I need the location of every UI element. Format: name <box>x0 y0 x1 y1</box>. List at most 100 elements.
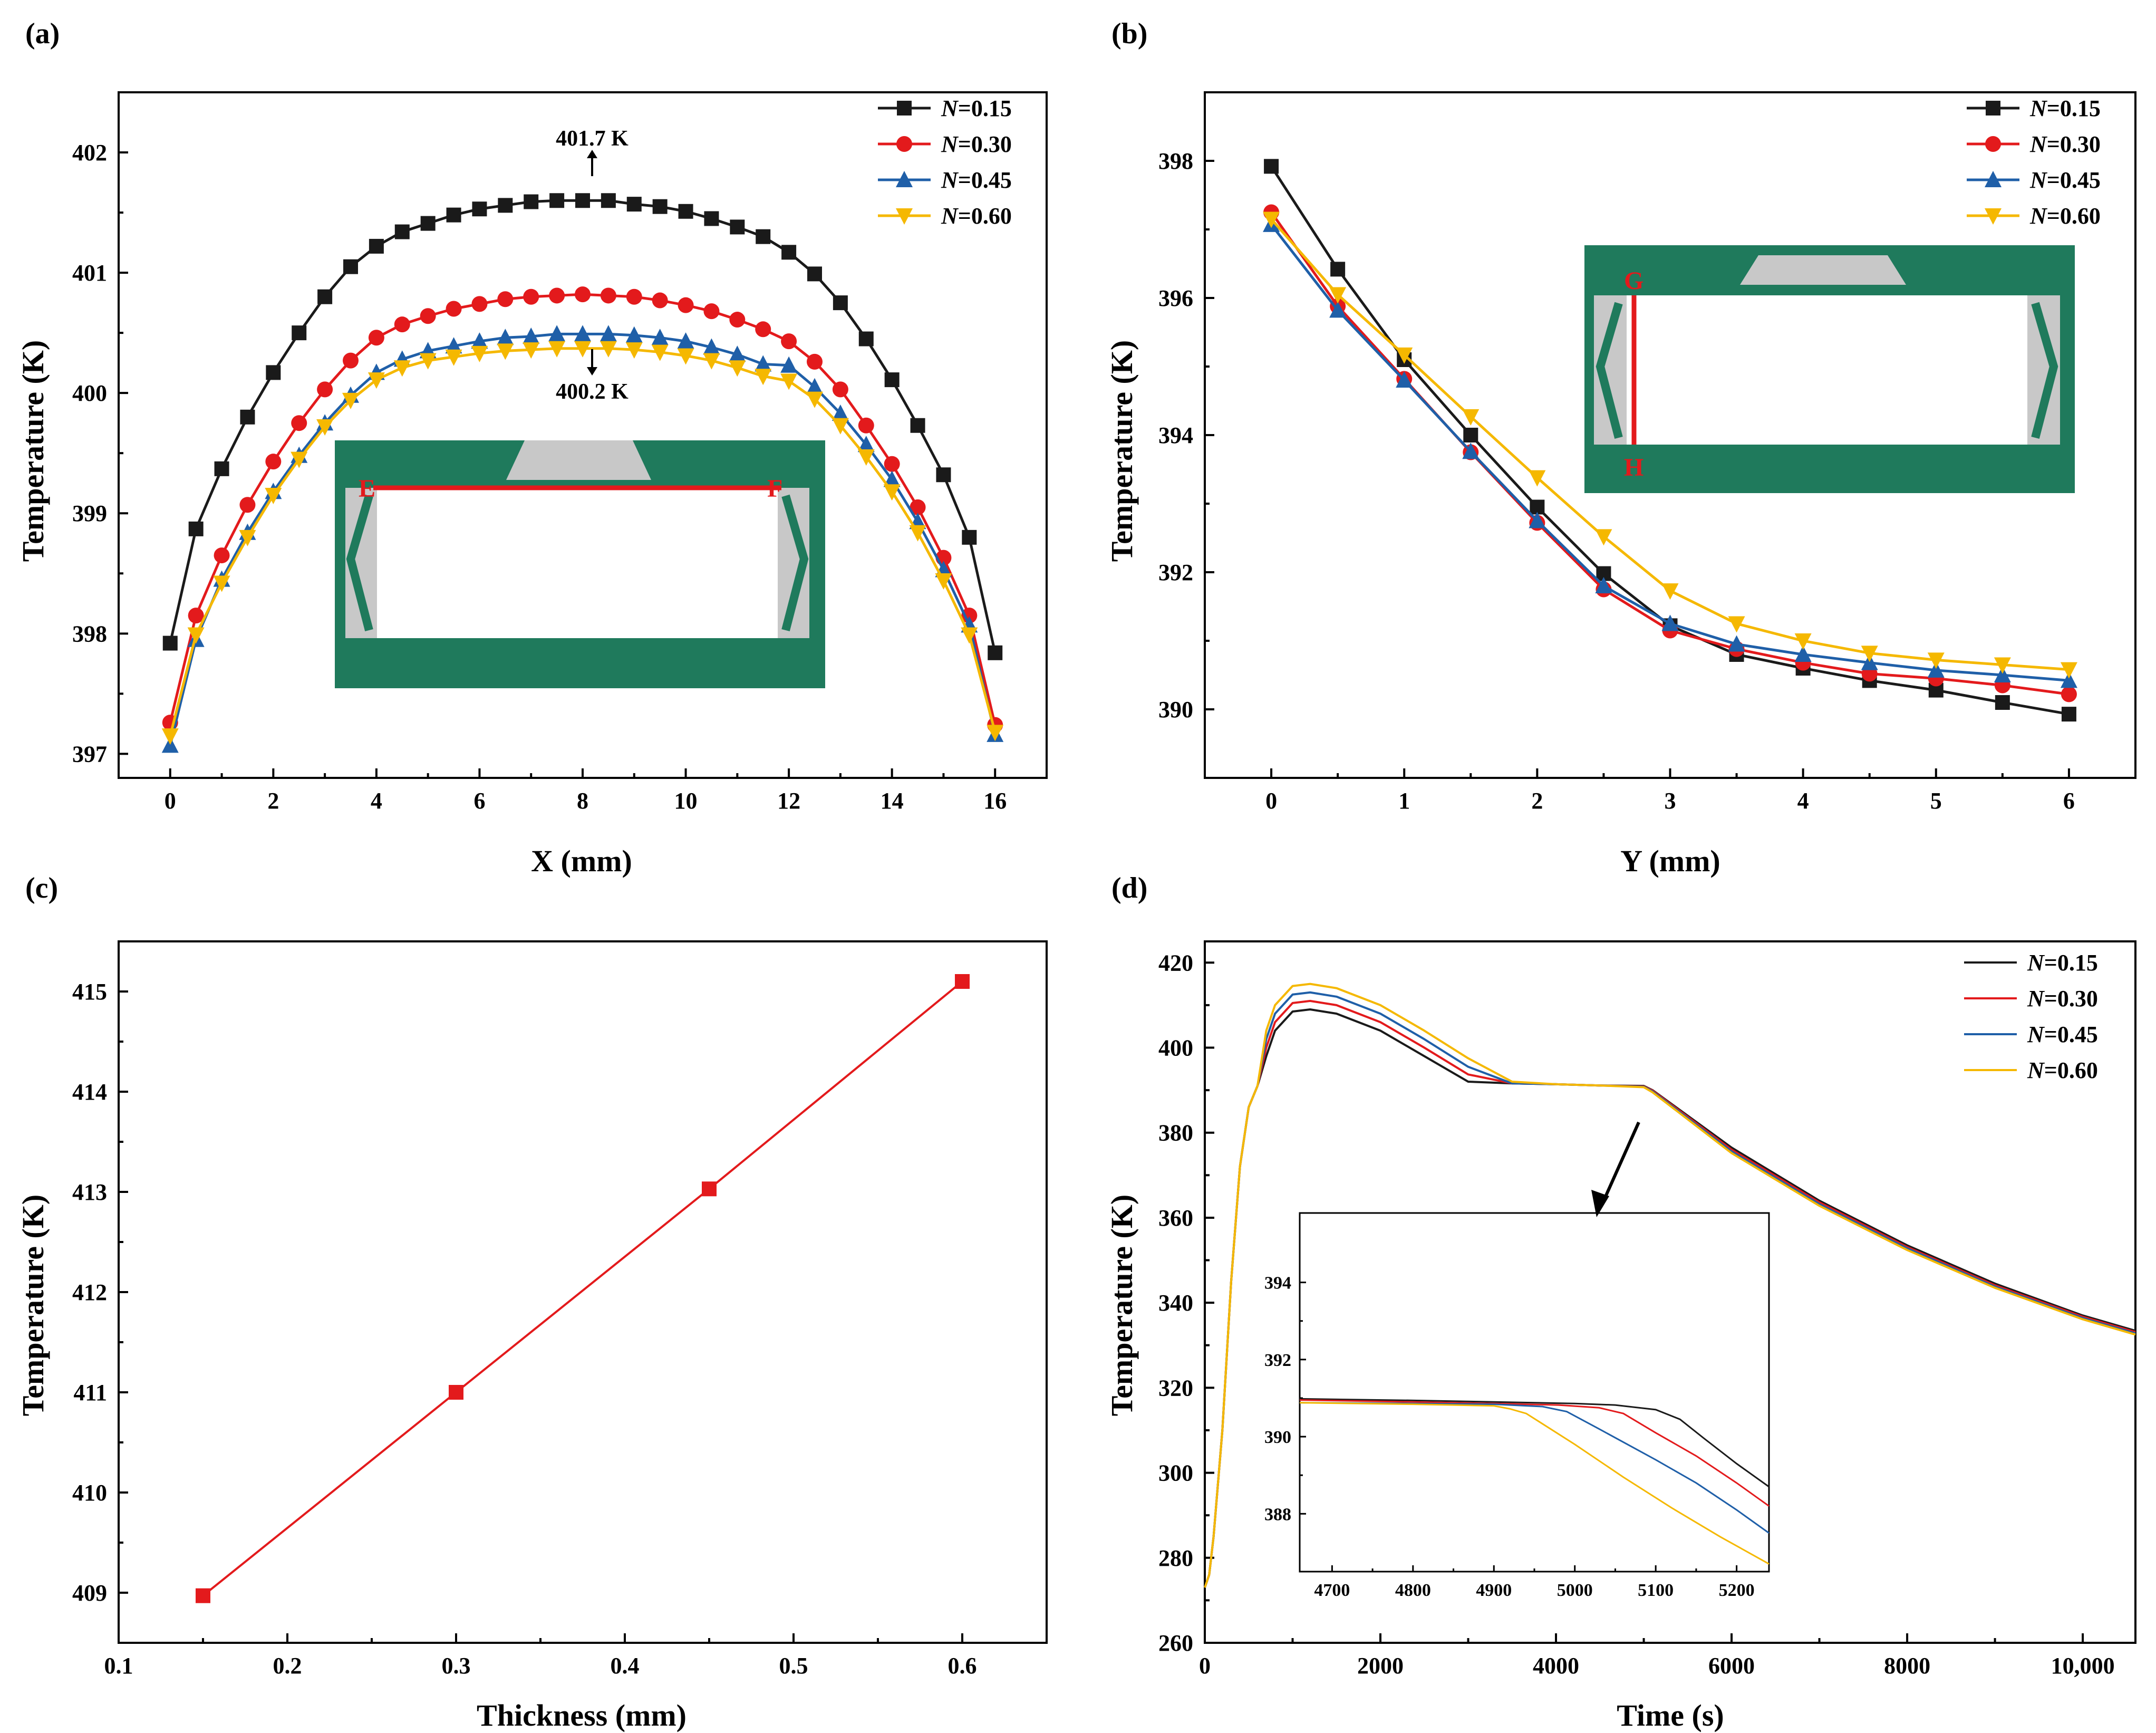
a-data-point <box>600 325 617 342</box>
panel-label-b: (b) <box>1111 17 1147 50</box>
b-data-point <box>1595 577 1612 593</box>
a-data-point <box>678 204 693 219</box>
c-xtick-label: 0.6 <box>948 1653 977 1679</box>
panel-label-d: (d) <box>1111 872 1147 904</box>
d-ytick-label: 420 <box>1158 950 1193 976</box>
a-data-point <box>471 345 488 362</box>
a-data-point <box>420 216 436 231</box>
a-legend-value: =0.60 <box>958 203 1012 229</box>
b-legend-label: N=0.60 <box>2029 203 2101 229</box>
schematic-b-cavity <box>1627 295 2027 445</box>
inset-schematic-b: G H <box>1584 245 2075 493</box>
b-legend-value: =0.60 <box>2047 203 2101 229</box>
a-data-point <box>884 372 900 388</box>
b-ytick-label: 390 <box>1158 697 1193 723</box>
a-data-point <box>857 436 875 452</box>
d-inset-xtick-label: 5000 <box>1557 1581 1593 1600</box>
inset-pointer-arrow <box>1601 1121 1640 1204</box>
b-data-point <box>1994 657 2011 674</box>
a-ytick-label: 402 <box>72 140 107 166</box>
a-data-point <box>523 327 540 344</box>
d-ytick-label: 280 <box>1158 1545 1193 1571</box>
a-data-point <box>524 194 539 209</box>
a-data-point <box>549 193 565 208</box>
a-data-point <box>601 193 616 208</box>
a-legend-label: N=0.45 <box>941 167 1012 193</box>
c-xtick-label: 0.1 <box>104 1653 133 1679</box>
a-data-point <box>548 341 566 358</box>
a-legend-value: =0.30 <box>958 131 1012 157</box>
ylabel-b: Temperature (K) <box>1105 340 1139 562</box>
d-ytick-label: 360 <box>1158 1205 1193 1231</box>
b-data-point <box>2060 662 2077 679</box>
a-data-point <box>266 365 281 380</box>
a-data-point <box>472 201 487 217</box>
a-data-point <box>935 573 952 590</box>
a-data-point <box>806 378 823 394</box>
annotation-max-arrowhead <box>587 150 597 158</box>
d-series-line <box>1204 983 2136 1588</box>
b-data-point <box>2061 686 2077 702</box>
ylabel-a: Temperature (K) <box>16 340 50 562</box>
b-legend-label: N=0.30 <box>2029 131 2101 157</box>
b-ytick-label: 394 <box>1158 422 1193 448</box>
b-data-point <box>1995 695 2010 710</box>
schematic-a-cavity <box>377 488 778 638</box>
a-data-point <box>729 360 746 377</box>
a-legend-value: =0.45 <box>958 167 1012 193</box>
a-data-point <box>575 193 590 208</box>
a-data-point <box>471 296 488 312</box>
a-xtick-label: 0 <box>165 788 176 814</box>
a-data-point <box>832 404 849 421</box>
b-data-point <box>1330 262 1346 277</box>
a-data-point <box>781 245 797 260</box>
d-legend-symbol: N <box>2027 950 2045 976</box>
b-data-point <box>1329 301 1347 318</box>
a-legend-marker <box>896 208 913 225</box>
a-data-point <box>317 289 333 304</box>
a-ytick-label: 400 <box>72 380 107 406</box>
d-inset-xtick-label: 4700 <box>1314 1581 1350 1600</box>
b-legend-marker <box>1986 101 2000 115</box>
chart-c: 0.1 0.2 0.3 0.4 0.5 0.6 409 410 411 412 413 414 415 <box>72 940 1048 1679</box>
b-legend-label: N=0.15 <box>2029 95 2101 121</box>
a-data-point <box>446 301 462 317</box>
a-data-point <box>883 470 901 487</box>
d-legend-label: N=0.30 <box>2027 986 2098 1012</box>
b-data-point <box>1927 652 1945 669</box>
a-data-point <box>756 229 771 244</box>
a-data-point <box>420 308 436 324</box>
b-data-point <box>1728 635 1745 652</box>
a-legend-symbol: N <box>941 95 959 121</box>
b-data-point <box>1329 287 1347 304</box>
a-xtick-label: 14 <box>881 788 904 814</box>
b-legend-symbol: N <box>2029 167 2048 193</box>
panel-label-c: (c) <box>25 872 58 904</box>
b-xtick-label: 6 <box>2063 788 2075 814</box>
a-data-point <box>652 292 668 309</box>
a-data-point <box>574 325 591 342</box>
a-data-point <box>858 417 874 434</box>
a-data-point <box>187 627 205 644</box>
a-data-point <box>214 461 229 476</box>
xlabel-c: Thickness (mm) <box>477 1698 687 1732</box>
d-xtick-label: 0 <box>1199 1653 1211 1679</box>
a-data-point <box>858 331 874 346</box>
b-xtick-label: 2 <box>1531 788 1543 814</box>
a-data-point <box>368 372 385 389</box>
a-data-point <box>987 725 1004 742</box>
b-legend-value: =0.15 <box>2047 95 2101 121</box>
a-data-point <box>988 645 1003 660</box>
b-legend-value: =0.30 <box>2047 131 2101 157</box>
a-data-point <box>393 360 411 377</box>
b-xtick-label: 0 <box>1265 788 1277 814</box>
schematic-b-left-spring <box>1596 302 1623 439</box>
annotation-min-arrowhead <box>587 367 597 376</box>
d-ytick-label: 320 <box>1158 1375 1193 1401</box>
d-inset-xtick-label: 4900 <box>1476 1581 1512 1600</box>
a-xtick-label: 12 <box>777 788 800 814</box>
point-label-f: F <box>767 475 782 503</box>
a-ytick-label: 399 <box>72 500 107 526</box>
a-data-point <box>677 348 694 365</box>
b-ytick-label: 396 <box>1158 285 1193 311</box>
